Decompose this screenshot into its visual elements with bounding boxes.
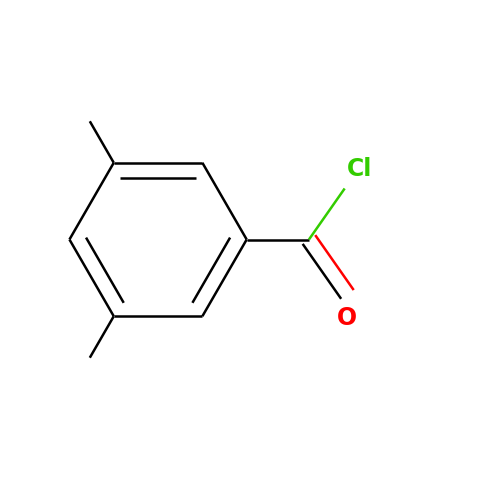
Text: Cl: Cl <box>347 157 373 182</box>
Text: O: O <box>337 307 357 331</box>
